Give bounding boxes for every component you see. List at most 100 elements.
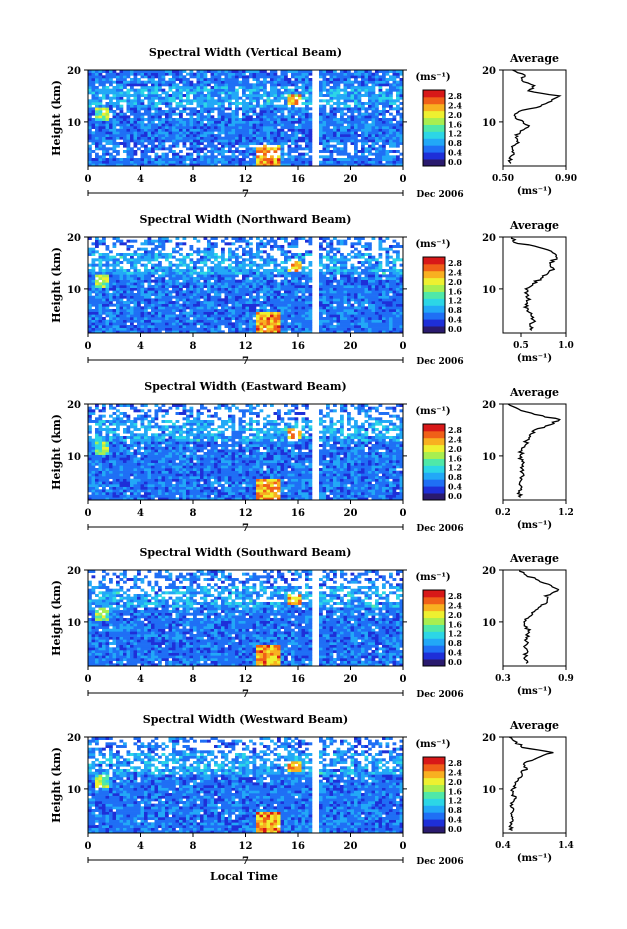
heatmap-cell (270, 118, 274, 121)
heatmap-cell (343, 70, 348, 73)
heatmap-cell (382, 115, 386, 119)
heatmap-cell (214, 118, 218, 121)
heatmap-cell (252, 142, 257, 145)
heatmap-cell (203, 126, 208, 129)
heatmap-cell (280, 72, 285, 76)
heatmap-cell (161, 295, 166, 299)
heatmap-cell (364, 112, 369, 116)
heatmap-cell (354, 309, 358, 312)
heatmap-cell (158, 303, 162, 307)
heatmap-cell (130, 126, 134, 129)
heatmap-cell (371, 314, 376, 318)
heatmap-cell (224, 282, 229, 286)
heatmap-cell (200, 78, 204, 81)
heatmap-cell (249, 115, 253, 119)
heatmap-cell (137, 163, 141, 167)
heatmap-cell (284, 75, 288, 79)
heatmap-cell (322, 136, 327, 140)
heatmap-cell (102, 277, 106, 280)
heatmap-cell (305, 301, 309, 304)
heatmap-cell (112, 269, 117, 272)
heatmap-cell (235, 131, 239, 135)
heatmap-cell (322, 139, 327, 143)
heatmap-cell (399, 88, 404, 92)
heatmap-cell (112, 139, 117, 143)
heatmap-cell (284, 136, 288, 140)
heatmap-cell (196, 102, 201, 105)
heatmap-cell (245, 75, 250, 79)
heatmap-cell (105, 261, 110, 264)
heatmap-cell (133, 158, 138, 161)
heatmap-cell (123, 120, 127, 124)
heatmap-cell (137, 126, 141, 129)
heatmap-cell (308, 309, 313, 312)
heatmap-cell (385, 131, 390, 135)
heatmap-cell (308, 99, 313, 103)
heatmap-cell (137, 72, 141, 76)
heatmap-cell (329, 160, 334, 164)
heatmap-cell (105, 91, 110, 95)
heatmap-cell (385, 102, 390, 105)
heatmap-cell (123, 99, 127, 103)
heatmap-cell (322, 72, 327, 76)
heatmap-cell (270, 91, 274, 95)
heatmap-cell (389, 314, 393, 318)
heatmap-cell (371, 266, 376, 270)
heatmap-cell (140, 293, 145, 296)
heatmap-cell (277, 309, 281, 312)
heatmap-cell (88, 285, 92, 288)
heatmap-cell (347, 325, 351, 328)
heatmap-cell (88, 112, 92, 116)
heatmap-cell (119, 118, 124, 121)
heatmap-cell (140, 131, 145, 135)
heatmap-cell (193, 94, 197, 97)
heatmap-cell (259, 115, 264, 119)
heatmap-cell (95, 75, 99, 79)
heatmap-cell (291, 99, 295, 103)
heatmap-cell (112, 86, 117, 89)
heatmap-cell (284, 160, 288, 164)
heatmap-cell (207, 96, 211, 100)
heatmap-cell (301, 118, 306, 121)
heatmap-cell (168, 110, 173, 113)
heatmap-cell (147, 282, 152, 286)
heatmap-cell (147, 285, 152, 288)
heatmap-cell (371, 322, 376, 326)
heatmap-cell (231, 91, 236, 95)
heatmap-cell (354, 118, 358, 121)
heatmap-cell (354, 287, 358, 291)
heatmap-cell (238, 306, 243, 310)
heatmap-cell (91, 88, 96, 92)
heatmap-cell (333, 158, 337, 161)
heatmap-cell (361, 287, 365, 291)
heatmap-cell (364, 279, 369, 283)
heatmap-cell (284, 99, 288, 103)
heatmap-cell (287, 303, 292, 307)
heatmap-cell (266, 80, 271, 84)
heatmap-cell (235, 279, 239, 283)
heatmap-cell (364, 150, 369, 153)
heatmap-cell (151, 75, 155, 79)
heatmap-cell (301, 139, 306, 143)
heatmap-cell (340, 163, 344, 167)
heatmap-cell (301, 128, 306, 132)
heatmap-cell (175, 301, 180, 304)
heatmap-cell (396, 104, 400, 108)
heatmap-cell (126, 314, 131, 318)
heatmap-cell (364, 327, 369, 331)
heatmap-cell (91, 319, 96, 323)
heatmap-cell (319, 134, 323, 137)
heatmap-cell (196, 83, 201, 87)
heatmap-cell (263, 295, 267, 299)
heatmap-cell (326, 298, 330, 302)
heatmap-cell (123, 274, 127, 278)
heatmap-cell (301, 287, 306, 291)
heatmap-cell (263, 322, 267, 326)
heatmap-cell (343, 158, 348, 161)
heatmap-cell (207, 150, 211, 153)
heatmap-cell (91, 261, 96, 264)
heatmap-cell (368, 144, 372, 148)
heatmap-cell (102, 303, 106, 307)
heatmap-cell (105, 160, 110, 164)
heatmap-cell (112, 160, 117, 164)
